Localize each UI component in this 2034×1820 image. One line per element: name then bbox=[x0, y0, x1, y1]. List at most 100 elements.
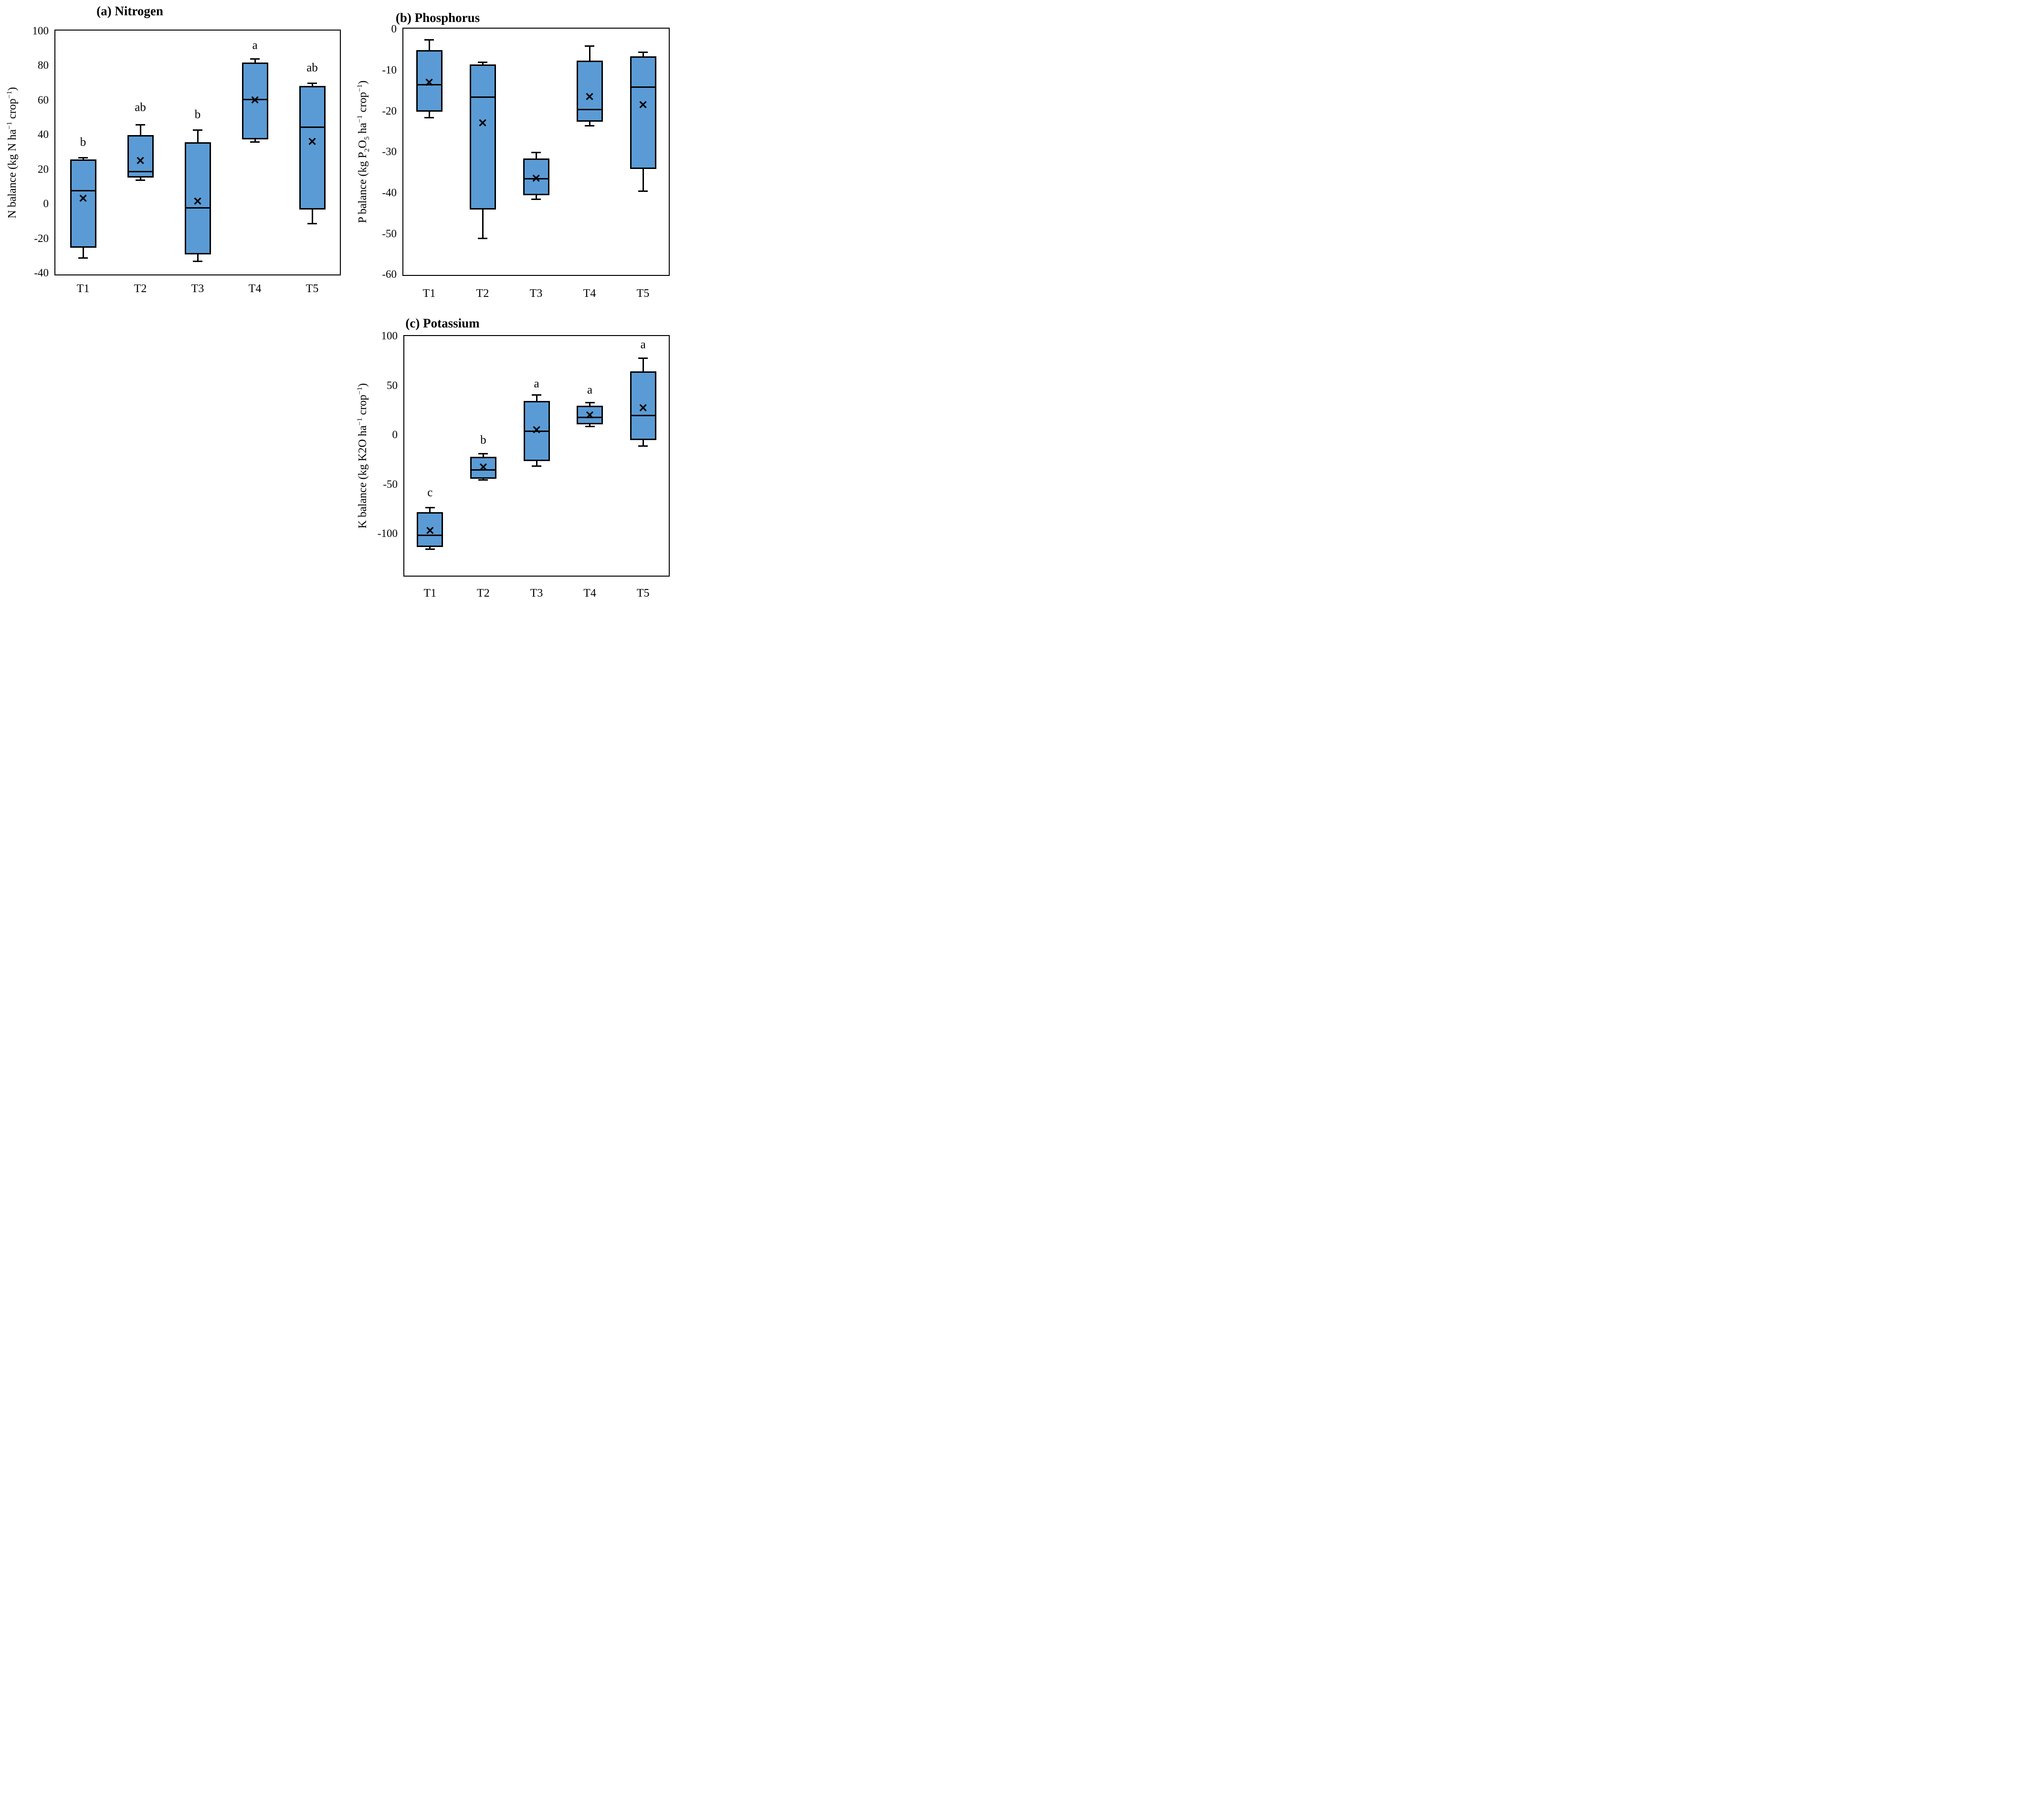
chart-c-box-T3-sig-letter: a bbox=[534, 377, 539, 390]
chart-b-box-T2-whisker-lower bbox=[482, 210, 484, 239]
chart-c-y-axis-label: K balance (kg K2O ha−1 crop−1) bbox=[356, 383, 369, 529]
chart-b-box-T5-whisker-cap-top bbox=[638, 51, 648, 53]
chart-c-box-T1-whisker-upper bbox=[429, 507, 431, 513]
chart-a-box-T3-whisker-upper bbox=[197, 130, 199, 142]
chart-c-box-T5-mean-marker: ✕ bbox=[638, 402, 648, 415]
chart-a-box-T2-whisker-lower bbox=[139, 178, 141, 180]
chart-c-box-T2-sig-letter: b bbox=[480, 433, 486, 447]
chart-b-box-T4-whisker-upper bbox=[589, 46, 590, 61]
chart-c-box-T1-median bbox=[417, 534, 443, 536]
chart-a-box-T3-whisker-lower bbox=[197, 254, 199, 262]
chart-b-box-T1-whisker-cap-bottom bbox=[424, 116, 434, 118]
chart-b-box-T4-whisker-cap-top bbox=[585, 45, 594, 47]
chart-c-box-T5-whisker-cap-bottom bbox=[638, 445, 648, 447]
chart-c-box-T4-whisker-upper bbox=[589, 402, 591, 406]
chart-b-ytick--40: -40 bbox=[382, 186, 397, 199]
chart-b-box-T1-iqr bbox=[416, 50, 443, 112]
chart-b-ylabel-segment: −1 bbox=[356, 84, 364, 92]
chart-a-box-T5-mean-marker: ✕ bbox=[307, 136, 317, 148]
chart-a-box-T4-sig-letter: a bbox=[252, 39, 258, 52]
chart-b-box-T4-median bbox=[576, 108, 603, 110]
chart-c-box-T4-whisker-cap-top bbox=[585, 402, 595, 404]
chart-a-ytick-60: 60 bbox=[38, 94, 49, 106]
chart-a-ytick--20: -20 bbox=[34, 232, 49, 244]
chart-b-box-T2-iqr bbox=[469, 64, 496, 210]
chart-c-box-T1-mean-marker: ✕ bbox=[425, 525, 435, 537]
chart-a-box-T4-iqr bbox=[242, 62, 268, 140]
chart-a-box-T3-median bbox=[184, 207, 211, 209]
chart-b-box-T3-whisker-lower bbox=[535, 195, 537, 200]
chart-b-xlabel-T3: T3 bbox=[529, 287, 543, 300]
chart-c-box-T3-whisker-cap-bottom bbox=[532, 465, 541, 467]
chart-c-ytick-50: 50 bbox=[387, 379, 398, 391]
chart-a-box-T1-whisker-upper bbox=[82, 158, 84, 159]
chart-a-ytick-40: 40 bbox=[38, 128, 49, 141]
chart-c-box-T1-whisker-cap-bottom bbox=[425, 548, 435, 550]
chart-b-box-T5-whisker-cap-bottom bbox=[638, 190, 648, 192]
chart-c-ylabel-segment: −1 bbox=[356, 418, 364, 426]
chart-b-ytick-0: 0 bbox=[391, 23, 397, 35]
chart-c-box-T2-mean-marker: ✕ bbox=[478, 462, 488, 474]
chart-a-box-T2-whisker-upper bbox=[139, 125, 141, 136]
chart-a-box-T1-sig-letter: b bbox=[80, 136, 86, 149]
chart-c-ylabel-segment: crop bbox=[357, 394, 369, 418]
chart-c-box-T2-whisker-cap-top bbox=[478, 452, 488, 454]
chart-c-box-T2-median bbox=[470, 469, 496, 471]
chart-b-box-T2-mean-marker: ✕ bbox=[477, 117, 488, 130]
chart-a-box-T4-whisker-lower bbox=[254, 139, 256, 142]
chart-a-ytick-100: 100 bbox=[32, 24, 49, 37]
chart-b-ylabel-segment: ha bbox=[357, 123, 369, 137]
chart-c-ylabel-segment: −1 bbox=[356, 387, 364, 395]
chart-b-xlabel-T2: T2 bbox=[476, 287, 489, 300]
chart-a-box-T1-whisker-cap-top bbox=[78, 157, 88, 158]
chart-b-ylabel-segment: ) bbox=[357, 80, 369, 84]
chart-b-ytick--30: -30 bbox=[382, 146, 397, 158]
chart-c-box-T3-whisker-upper bbox=[536, 395, 537, 401]
chart-a-box-T2-whisker-cap-bottom bbox=[136, 179, 145, 181]
chart-b-box-T3-whisker-cap-top bbox=[531, 151, 541, 153]
chart-c-box-T1-whisker-lower bbox=[429, 547, 431, 549]
chart-c-xlabel-T1: T1 bbox=[423, 587, 437, 600]
chart-a-box-T1-median bbox=[70, 189, 96, 191]
chart-b-box-T1-mean-marker: ✕ bbox=[424, 76, 434, 89]
chart-c-ytick-0: 0 bbox=[392, 429, 398, 441]
chart-c-xlabel-T4: T4 bbox=[583, 587, 596, 600]
chart-b-box-T3-whisker-cap-bottom bbox=[531, 199, 541, 200]
chart-a-ytick-0: 0 bbox=[43, 198, 49, 210]
chart-b-box-T4-whisker-lower bbox=[589, 122, 590, 126]
chart-c-box-T5-whisker-lower bbox=[642, 440, 644, 446]
chart-a-xlabel-T3: T3 bbox=[191, 283, 204, 295]
chart-c-title: (c) Potassium bbox=[405, 316, 480, 330]
chart-c-box-T2-whisker-upper bbox=[482, 453, 484, 457]
chart-c-box-T3-whisker-lower bbox=[536, 461, 537, 466]
chart-a-box-T5-iqr bbox=[299, 85, 326, 210]
chart-b-box-T1-whisker-upper bbox=[428, 40, 430, 51]
chart-b-box-T1-whisker-lower bbox=[428, 111, 430, 118]
chart-c-ytick--50: -50 bbox=[383, 478, 398, 490]
chart-c-xlabel-T3: T3 bbox=[530, 587, 543, 600]
chart-c-box-T5-sig-letter: a bbox=[640, 338, 646, 351]
chart-b-ytick--10: -10 bbox=[382, 63, 397, 76]
chart-c-box-T4-mean-marker: ✕ bbox=[585, 409, 595, 422]
chart-b-ylabel-segment: −1 bbox=[356, 115, 364, 123]
chart-a-box-T4-mean-marker: ✕ bbox=[250, 94, 260, 107]
chart-c-ytick-100: 100 bbox=[381, 330, 398, 342]
chart-c-box-T1-sig-letter: c bbox=[427, 486, 433, 499]
chart-c-box-T4-median bbox=[577, 417, 603, 419]
chart-b-ytick--60: -60 bbox=[382, 268, 397, 281]
chart-b-box-T5-mean-marker: ✕ bbox=[638, 99, 648, 112]
chart-a-xlabel-T2: T2 bbox=[134, 283, 147, 295]
chart-c-box-T5-median bbox=[630, 415, 656, 417]
chart-a-box-T5-whisker-cap-top bbox=[307, 82, 317, 84]
chart-c-box-T1-whisker-cap-top bbox=[425, 506, 435, 508]
chart-a-ytick-20: 20 bbox=[38, 163, 49, 175]
chart-b-xlabel-T4: T4 bbox=[583, 287, 596, 300]
chart-a-box-T5-median bbox=[299, 126, 326, 128]
chart-a-xlabel-T1: T1 bbox=[76, 283, 90, 295]
chart-a-box-T2-iqr bbox=[127, 135, 154, 178]
chart-c-box-T5-whisker-cap-top bbox=[638, 358, 648, 359]
chart-a-box-T2-whisker-cap-top bbox=[136, 124, 145, 126]
figure-canvas: (a) Nitrogen N balance (kg N ha−1 crop−1… bbox=[0, 0, 678, 607]
chart-a-box-T5-whisker-upper bbox=[311, 83, 313, 86]
chart-b-title: (b) Phosphorus bbox=[395, 11, 480, 25]
